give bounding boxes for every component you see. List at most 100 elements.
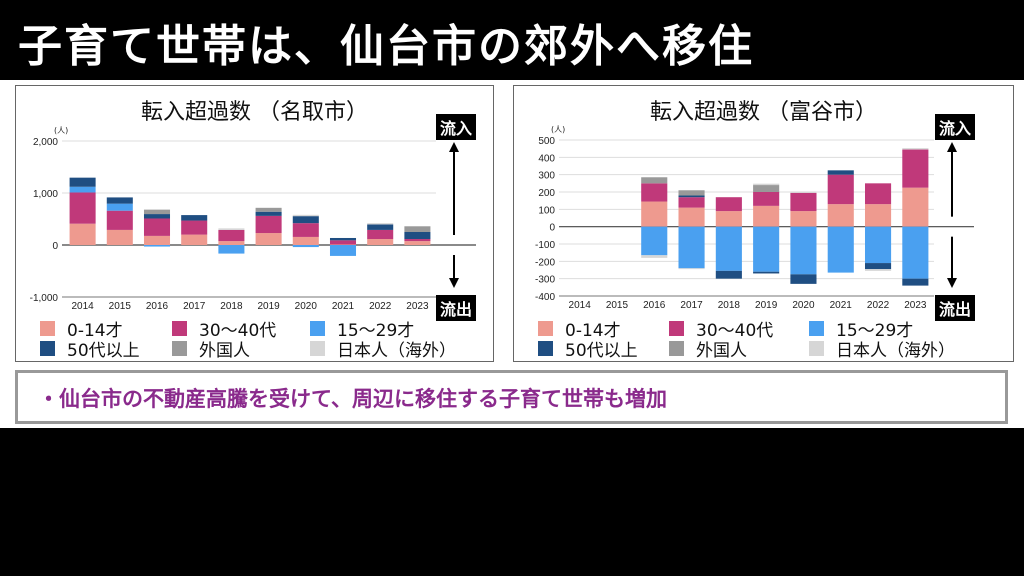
bar-segment — [827, 170, 854, 175]
bar-segment — [790, 274, 817, 284]
bar-segment — [218, 229, 245, 242]
bar-segment — [715, 226, 742, 271]
bar-segment — [864, 204, 892, 227]
bar-segment — [678, 226, 705, 269]
y-tick-label: 0 — [52, 241, 58, 252]
bar-segment — [143, 209, 171, 215]
arrow-down-head-icon — [947, 278, 957, 288]
bar-segment — [864, 226, 892, 264]
y-tick-label: 500 — [538, 136, 555, 147]
legend: 0-14才 30〜40代 15〜29才 50代以上 外国人 日本人（海外） — [514, 314, 1013, 361]
bar-segment — [329, 237, 357, 241]
bar-segment — [864, 263, 892, 270]
bar-segment — [367, 224, 394, 230]
flow-out-label: 流出 — [935, 295, 976, 321]
legend-label: 日本人（海外） — [337, 341, 456, 361]
bar-segment — [106, 203, 133, 211]
note-box: ・仙台市の不動産高騰を受けて、周辺に移住する子育て世帯も増加 — [15, 370, 1008, 424]
bar-segment — [678, 207, 705, 227]
bar-segment — [715, 211, 742, 227]
bar-segment — [181, 234, 208, 245]
bar-segment — [902, 149, 929, 188]
bar-segment — [790, 211, 817, 227]
bar-segment — [864, 269, 892, 271]
legend-label: 15〜29才 — [337, 321, 415, 341]
x-tick-label: 2022 — [867, 300, 890, 311]
bar-segment — [255, 211, 282, 216]
legend: 0-14才 30〜40代 15〜29才 50代以上 外国人 日本人（海外） — [16, 314, 493, 361]
bar-segment — [367, 223, 394, 225]
flow-in-label: 流入 — [436, 114, 477, 140]
legend-swatch — [538, 341, 553, 356]
x-tick-label: 2016 — [643, 300, 666, 311]
y-tick-label: 400 — [538, 153, 555, 164]
chart-tomiya: 転入超過数 （富谷市） 500 400 300 200 100 0 -100 -200 -300… — [513, 85, 1014, 362]
chart-natori: 転入超過数 （名取市） 2,000 1,000 0 -1,000 (人) 2014 2015… — [15, 85, 494, 362]
bar-segment — [715, 270, 742, 279]
bar-segment — [329, 245, 357, 256]
legend-item: 0-14才 — [538, 316, 621, 341]
legend-swatch — [669, 321, 684, 336]
bar-segment — [69, 192, 96, 224]
x-tick-label: 2016 — [146, 301, 169, 312]
legend-item: 日本人（海外） — [809, 336, 955, 361]
note-text: ・仙台市の不動産高騰を受けて、周辺に移住する子育て世帯も増加 — [38, 387, 667, 411]
legend-item: 50代以上 — [40, 336, 140, 361]
bar-segment — [404, 232, 431, 240]
legend-item: 外国人 — [669, 336, 747, 361]
legend-label: 50代以上 — [565, 341, 638, 361]
bar-segment — [902, 148, 929, 150]
bar-segment — [367, 229, 394, 240]
legend-swatch — [809, 321, 824, 336]
title-bar: 子育て世帯は、仙台市の郊外へ移住 — [0, 0, 1024, 80]
x-tick-label: 2018 — [718, 300, 741, 311]
x-tick-label: 2015 — [606, 300, 629, 311]
bar-segment — [790, 191, 817, 193]
bar-segment — [106, 210, 133, 230]
legend-swatch — [669, 341, 684, 356]
bar-segment — [292, 214, 319, 217]
legend-label: 30〜40代 — [199, 321, 277, 341]
bar-segment — [255, 207, 282, 212]
legend-item: 日本人（海外） — [310, 336, 456, 361]
y-tick-label: -400 — [535, 292, 555, 303]
bar-segment — [790, 226, 817, 275]
legend-item: 外国人 — [172, 336, 250, 361]
legend-item: 15〜29才 — [809, 316, 913, 341]
y-tick-label: -100 — [535, 240, 555, 251]
y-unit-label: (人) — [54, 126, 68, 135]
slide-title: 子育て世帯は、仙台市の郊外へ移住 — [18, 21, 754, 72]
bar-segment — [404, 226, 431, 232]
arrow-up-head-icon — [449, 142, 459, 152]
flow-out-label: 流出 — [436, 295, 477, 321]
x-tick-label: 2014 — [569, 300, 592, 311]
bar-segment — [902, 226, 929, 279]
bar-segment — [678, 195, 705, 198]
y-tick-label: -1,000 — [30, 293, 59, 304]
bar-segment — [753, 226, 780, 272]
bar-segment — [329, 244, 357, 245]
x-tick-label: 2015 — [109, 301, 132, 312]
x-tick-label: 2018 — [220, 301, 243, 312]
legend-swatch — [40, 341, 55, 356]
bar-segment — [404, 239, 431, 242]
bar-segment — [641, 201, 668, 227]
x-tick-label: 2021 — [830, 300, 853, 311]
legend-swatch — [172, 321, 187, 336]
chart-natori-plot: 2,000 1,000 0 -1,000 (人) 2014 2015 2016 2017 2018… — [30, 126, 476, 312]
legend-swatch — [310, 321, 325, 336]
legend-swatch — [310, 341, 325, 356]
legend-item: 30〜40代 — [172, 316, 276, 341]
legend-item: 30〜40代 — [669, 316, 773, 341]
bar-segment — [106, 197, 133, 204]
legend-label: 外国人 — [696, 341, 747, 361]
chart-tomiya-plot: 500 400 300 200 100 0 -100 -200 -300 -400 (人) 2014 2… — [535, 125, 974, 311]
legend-swatch — [40, 321, 55, 336]
bar-segment — [678, 268, 705, 270]
bar-segment — [753, 192, 780, 206]
bar-segment — [292, 236, 319, 245]
bar-segment — [753, 271, 780, 274]
bar-segment — [329, 240, 357, 245]
bar-segment — [292, 245, 319, 248]
chart-title: 転入超過数 （名取市） — [141, 100, 368, 125]
